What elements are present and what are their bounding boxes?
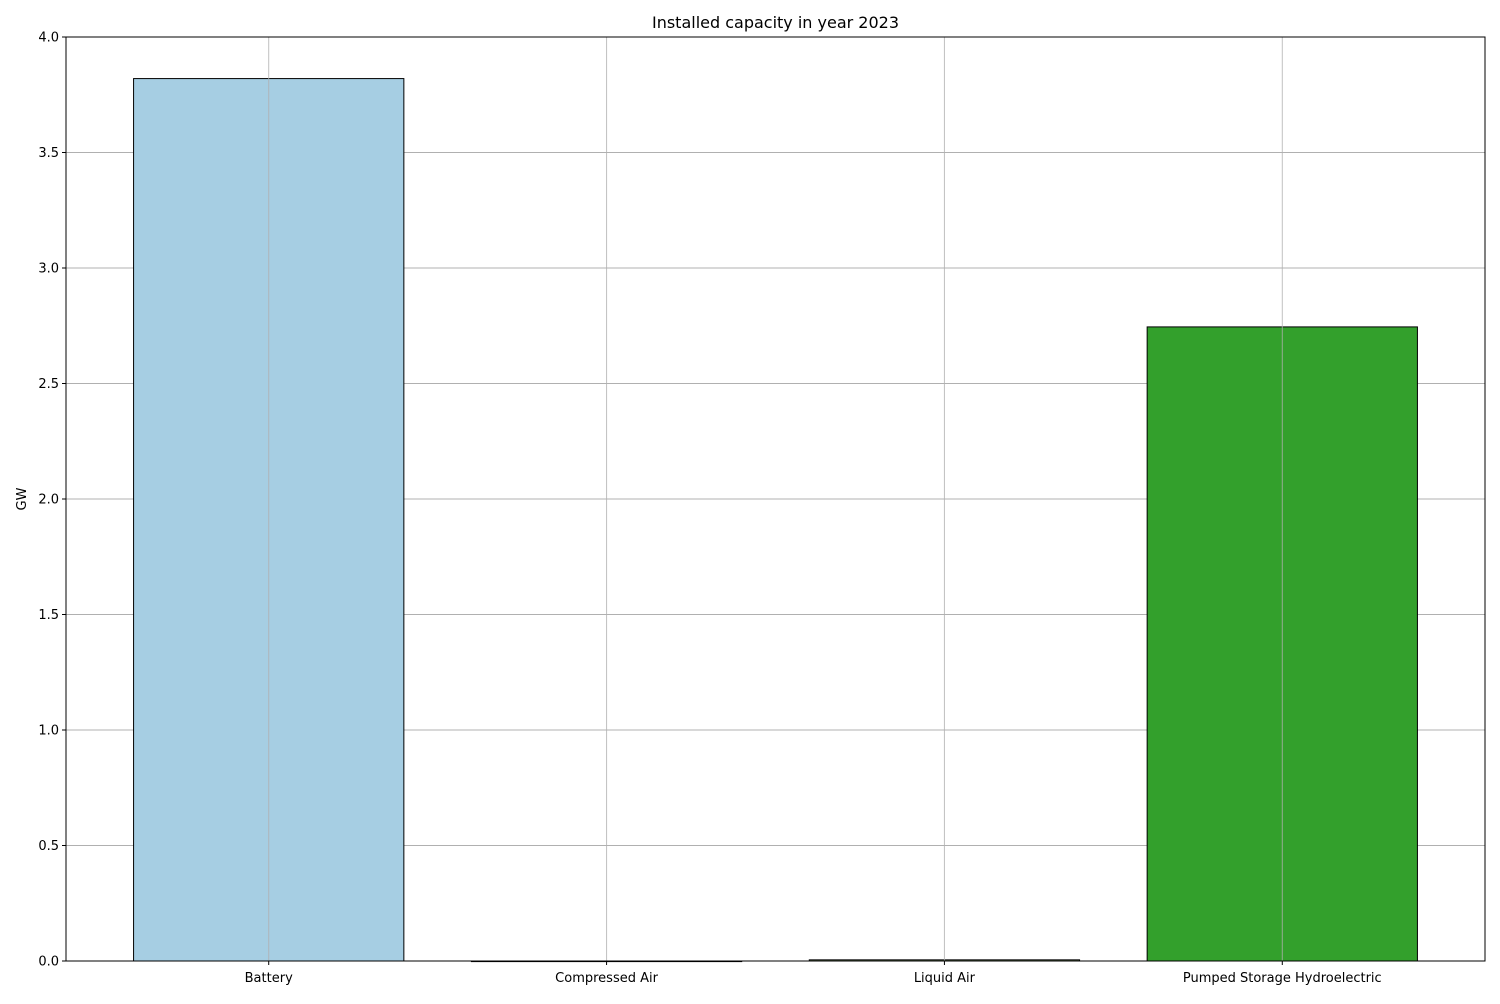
x-tick-label: Compressed Air xyxy=(555,971,658,986)
y-axis-label: GW xyxy=(15,487,30,510)
chart-title: Installed capacity in year 2023 xyxy=(652,13,899,32)
vertical-grid-layer xyxy=(268,37,1283,961)
y-tick-label: 2.5 xyxy=(38,377,59,392)
y-axis-ticks: 0.0 0.5 1.0 1.5 2.0 2.5 3.0 3.5 4.0 xyxy=(38,31,66,970)
y-tick-label: 2.0 xyxy=(38,493,59,508)
y-tick-label: 3.0 xyxy=(38,262,59,277)
y-tick-label: 1.0 xyxy=(38,724,59,739)
y-tick-label: 4.0 xyxy=(38,31,59,46)
x-tick-label: Liquid Air xyxy=(914,971,976,986)
x-tick-label: Pumped Storage Hydroelectric xyxy=(1183,971,1382,986)
x-axis-ticks: Battery Compressed Air Liquid Air Pumped St… xyxy=(245,961,1382,986)
y-tick-label: 3.5 xyxy=(38,146,59,161)
y-tick-label: 1.5 xyxy=(38,608,59,623)
x-tick-label: Battery xyxy=(245,971,293,986)
y-tick-label: 0.0 xyxy=(38,955,59,970)
y-tick-label: 0.5 xyxy=(38,839,59,854)
